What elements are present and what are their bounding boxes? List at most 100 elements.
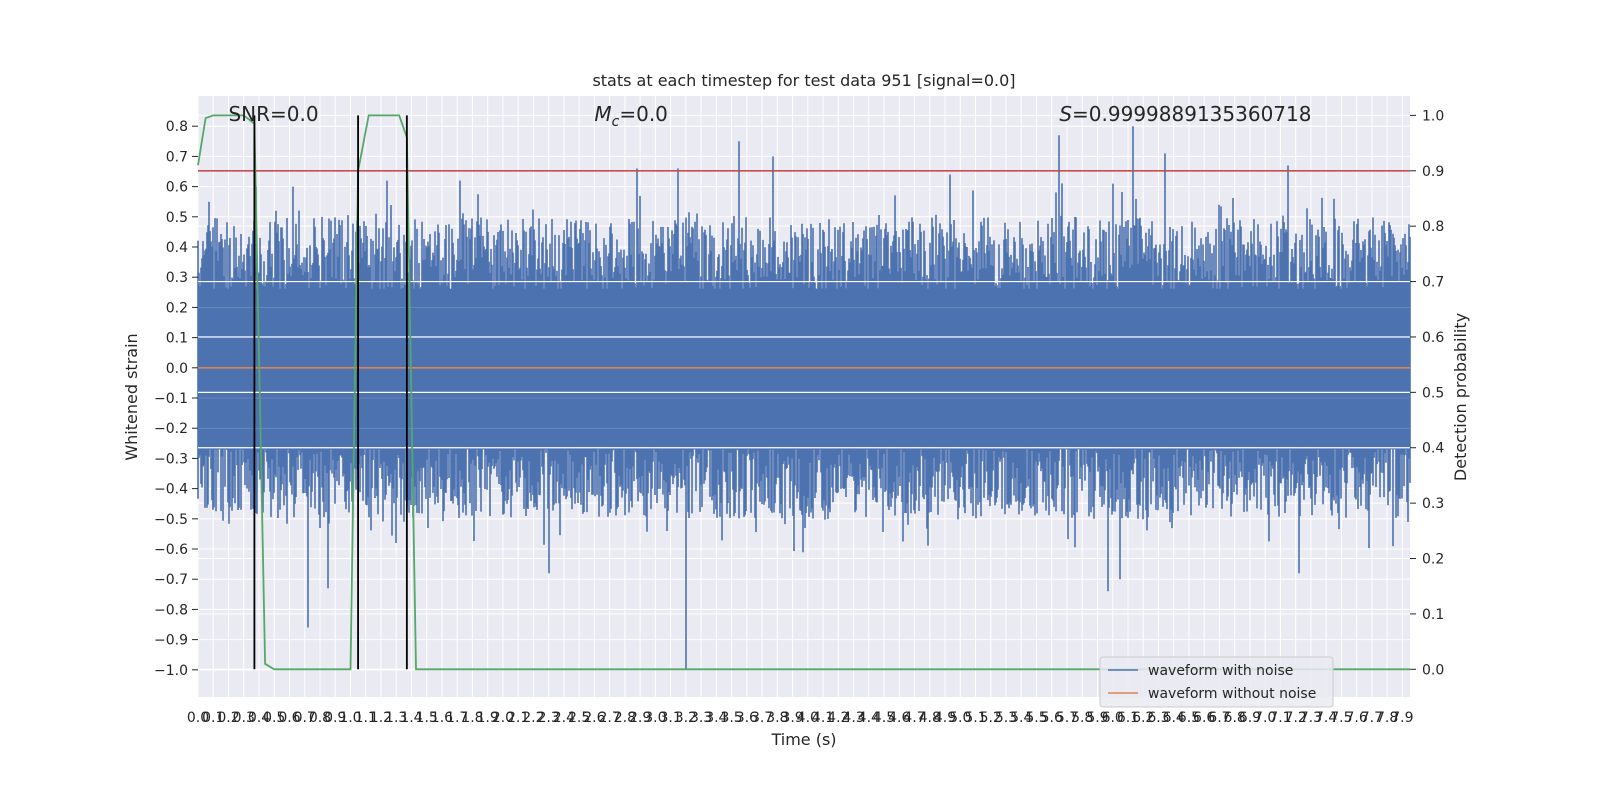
x-tick-label: 4.6	[888, 710, 910, 726]
x-axis-ticks: 0.00.10.20.30.40.50.60.70.80.91.01.11.21…	[187, 710, 1414, 726]
chart-title: stats at each timestep for test data 951…	[592, 71, 1015, 90]
chirp-mass-value: =0.0	[619, 102, 668, 126]
x-tick-label: 4.2	[827, 710, 849, 726]
x-tick-label: 1.1	[355, 710, 377, 726]
x-tick-label: 6.8	[1224, 710, 1246, 726]
x-tick-label: 0.6	[278, 710, 300, 726]
x-tick-label: 5.7	[1056, 710, 1078, 726]
x-tick-label: 0.0	[187, 710, 209, 726]
x-tick-label: 3.5	[720, 710, 742, 726]
x-tick-label: 5.2	[980, 710, 1002, 726]
x-tick-label: 0.4	[248, 710, 270, 726]
y-tick-label: −1.0	[154, 663, 188, 679]
x-tick-label: 0.5	[263, 710, 285, 726]
x-tick-label: 2.4	[553, 710, 575, 726]
x-tick-label: 5.9	[1086, 710, 1108, 726]
score-annotation: S=0.9999889135360718	[1059, 102, 1311, 126]
y2-tick-label: 0.8	[1422, 219, 1444, 235]
x-tick-label: 6.6	[1193, 710, 1215, 726]
x-tick-label: 5.6	[1041, 710, 1063, 726]
x-tick-label: 5.1	[964, 710, 986, 726]
x-tick-label: 1.8	[461, 710, 483, 726]
y-tick-label: 0.8	[166, 119, 188, 135]
x-tick-label: 4.3	[842, 710, 864, 726]
x-tick-label: 0.1	[202, 710, 224, 726]
x-tick-label: 3.2	[675, 710, 697, 726]
x-tick-label: 1.7	[446, 710, 468, 726]
y-tick-label: 0.2	[166, 300, 188, 316]
x-tick-label: 0.2	[217, 710, 239, 726]
x-tick-label: 1.4	[400, 710, 422, 726]
x-tick-label: 3.1	[659, 710, 681, 726]
y2-axis-label: Detection probability	[1451, 313, 1470, 481]
legend-box	[1099, 656, 1334, 708]
x-tick-label: 7.5	[1330, 710, 1352, 726]
x-tick-label: 6.5	[1178, 710, 1200, 726]
x-axis-label: Time (s)	[770, 730, 836, 749]
x-tick-label: 1.2	[370, 710, 392, 726]
legend-label-noise: waveform with noise	[1148, 663, 1293, 679]
x-tick-label: 5.3	[995, 710, 1017, 726]
chirp-mass-subscript: c	[612, 114, 620, 130]
x-tick-label: 6.3	[1147, 710, 1169, 726]
x-tick-label: 2.9	[629, 710, 651, 726]
x-tick-label: 1.3	[385, 710, 407, 726]
event-markers	[253, 115, 408, 670]
y2-axis-ticks: 1.0 0.9 0.8 0.7 0.6 0.5 0.4 0.3 0.2 0.1 0.0	[1410, 108, 1444, 678]
x-tick-label: 1.6	[431, 710, 453, 726]
y2-tick-label: 0.2	[1422, 552, 1444, 568]
y-tick-label: 0.0	[166, 361, 188, 377]
x-tick-label: 6.2	[1132, 710, 1154, 726]
x-tick-label: 0.9	[324, 710, 346, 726]
x-tick-label: 0.3	[233, 710, 255, 726]
x-tick-label: 3.0	[644, 710, 666, 726]
x-tick-label: 5.0	[949, 710, 971, 726]
y2-tick-label: 0.1	[1422, 607, 1444, 623]
x-tick-label: 7.6	[1346, 710, 1368, 726]
score-value: =0.9999889135360718	[1072, 102, 1311, 126]
x-tick-label: 5.4	[1010, 710, 1032, 726]
y2-tick-label: 0.6	[1422, 330, 1444, 346]
x-tick-label: 1.9	[477, 710, 499, 726]
x-tick-label: 6.7	[1208, 710, 1230, 726]
y2-tick-label: 0.3	[1422, 496, 1444, 512]
x-tick-label: 4.7	[903, 710, 925, 726]
y-tick-label: 0.4	[166, 240, 188, 256]
x-tick-label: 7.0	[1254, 710, 1276, 726]
x-tick-label: 4.5	[873, 710, 895, 726]
y2-tick-label: 0.0	[1422, 662, 1444, 678]
x-tick-label: 6.9	[1239, 710, 1261, 726]
y2-tick-label: 0.4	[1422, 441, 1444, 457]
x-tick-label: 4.0	[797, 710, 819, 726]
y-tick-label: 0.7	[166, 149, 188, 165]
x-tick-label: 5.5	[1025, 710, 1047, 726]
x-tick-label: 4.4	[858, 710, 880, 726]
y2-tick-label: 1.0	[1422, 108, 1444, 124]
score-symbol: S	[1059, 102, 1072, 126]
x-tick-label: 7.2	[1285, 710, 1307, 726]
chirp-mass-symbol: M	[594, 102, 611, 126]
x-tick-label: 0.7	[294, 710, 316, 726]
y-tick-label: 0.6	[166, 180, 188, 196]
y-tick-label: −0.4	[154, 482, 188, 498]
y-tick-label: 0.1	[166, 331, 188, 347]
x-tick-label: 6.4	[1163, 710, 1185, 726]
x-tick-label: 2.0	[492, 710, 514, 726]
y2-tick-label: 0.5	[1422, 385, 1444, 401]
x-tick-label: 2.6	[583, 710, 605, 726]
x-tick-label: 2.5	[568, 710, 590, 726]
x-tick-label: 6.0	[1102, 710, 1124, 726]
y-axis-label: Whitened strain	[122, 333, 141, 460]
x-tick-label: 3.6	[736, 710, 758, 726]
x-tick-label: 7.3	[1300, 710, 1322, 726]
series-waveform-with-noise	[197, 126, 1411, 670]
x-tick-label: 4.1	[812, 710, 834, 726]
x-tick-label: 1.5	[416, 710, 438, 726]
x-tick-label: 2.2	[522, 710, 544, 726]
snr-annotation: SNR=0.0	[228, 102, 318, 126]
x-tick-label: 3.9	[781, 710, 803, 726]
y-tick-label: −0.7	[154, 572, 188, 588]
y-tick-label: −0.6	[154, 542, 188, 558]
legend: waveform with noise waveform without noi…	[1099, 656, 1334, 708]
